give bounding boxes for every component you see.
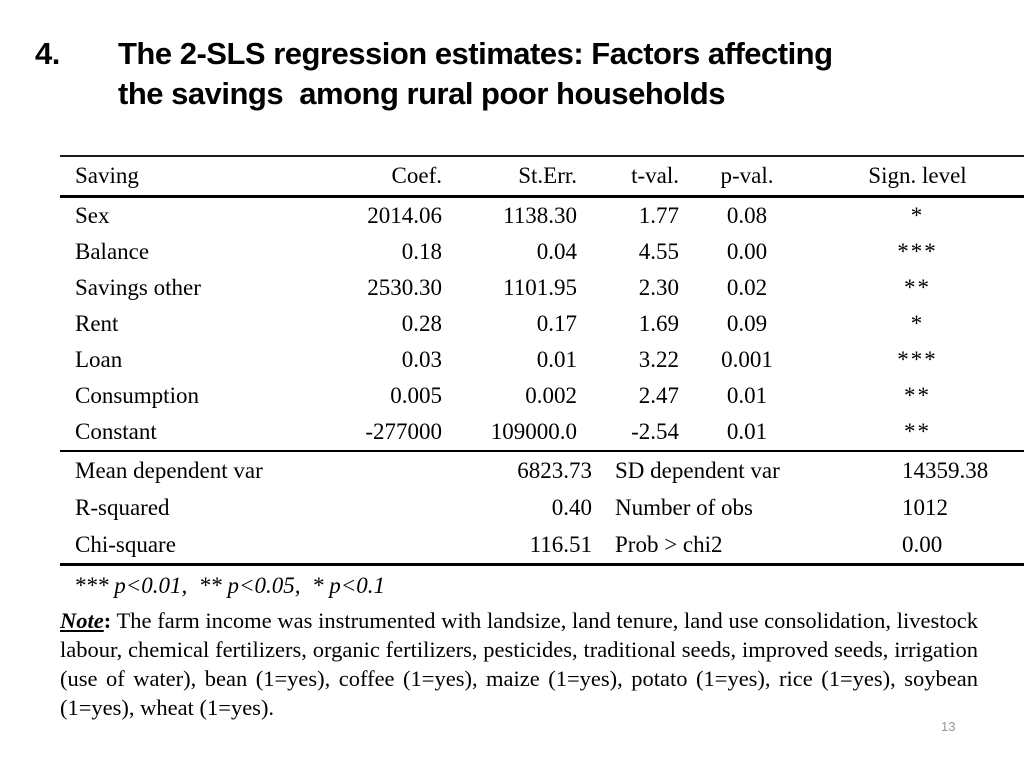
summary-row: Chi-square 116.51 Prob > chi2 0.00	[60, 526, 1024, 565]
table-cell: 0.005	[390, 383, 442, 408]
summary-row: Mean dependent var 6823.73 SD dependent …	[60, 451, 1024, 489]
table-cell: 1.77	[638, 203, 679, 228]
table-cell: Balance	[75, 239, 150, 264]
summary-label: Number of obs	[615, 494, 753, 520]
table-header-row: Saving Coef. St.Err. t-val. p-val. Sign.…	[60, 156, 1024, 197]
table-cell: 0.01	[536, 347, 577, 372]
table-cell: 4.55	[638, 239, 679, 264]
table-cell: 1138.30	[503, 203, 577, 228]
table-cell: 2.30	[638, 275, 679, 300]
table-cell: **	[904, 275, 931, 300]
table-cell: 0.09	[726, 311, 768, 336]
regression-table: Saving Coef. St.Err. t-val. p-val. Sign.…	[60, 155, 1024, 450]
table-cell: Loan	[75, 347, 123, 372]
summary-value: 0.00	[902, 531, 943, 557]
summary-row: R-squared 0.40 Number of obs 1012	[60, 489, 1024, 526]
table-cell: *	[910, 311, 925, 336]
table-cell: 0.002	[525, 383, 577, 408]
table-cell: 0.28	[401, 311, 442, 336]
note-text: The farm income was instrumented with la…	[60, 608, 978, 720]
summary-table: Mean dependent var 6823.73 SD dependent …	[60, 450, 1024, 566]
table-cell: 0.18	[401, 239, 442, 264]
table-cell: 2014.06	[367, 203, 442, 228]
title-number: 4.	[35, 36, 60, 71]
title-line-1: The 2-SLS regression estimates: Factors …	[118, 36, 833, 71]
column-header-tval: t-val.	[631, 163, 679, 188]
table-row: Sex 2014.06 1138.30 1.77 0.08 *	[60, 197, 1024, 235]
table-cell: 0.001	[721, 347, 773, 372]
table-cell: Savings other	[75, 275, 201, 300]
table-cell: 0.00	[726, 239, 768, 264]
table-cell: Sex	[75, 203, 110, 228]
table-row: Savings other 2530.30 1101.95 2.30 0.02 …	[60, 270, 1024, 306]
table-row: Loan 0.03 0.01 3.22 0.001 ***	[60, 342, 1024, 378]
table-cell: 0.02	[726, 275, 768, 300]
summary-label: Mean dependent var	[75, 457, 263, 483]
summary-label: Chi-square	[75, 531, 176, 557]
table-cell: Rent	[75, 311, 119, 336]
column-header-pval: p-val.	[720, 163, 774, 188]
summary-value: 116.51	[529, 531, 592, 557]
summary-label: SD dependent var	[615, 457, 780, 483]
summary-value: 1012	[902, 494, 948, 520]
table-cell: 0.17	[536, 311, 577, 336]
table-cell: 0.01	[726, 419, 768, 444]
summary-value: 14359.38	[902, 457, 989, 483]
table-cell: ***	[897, 239, 938, 264]
table-row: Consumption 0.005 0.002 2.47 0.01 **	[60, 378, 1024, 414]
table-row: Balance 0.18 0.04 4.55 0.00 ***	[60, 234, 1024, 270]
page-number: 13	[941, 719, 956, 734]
note-colon: :	[103, 608, 112, 633]
summary-value: 6823.73	[517, 457, 592, 483]
table-cell: **	[904, 419, 931, 444]
table-cell: ***	[897, 347, 938, 372]
significance-note: *** p<0.01, ** p<0.05, * p<0.1	[74, 573, 386, 598]
title-text: The 2-SLS regression estimates: Factors …	[118, 34, 998, 114]
table-row: Rent 0.28 0.17 1.69 0.09 *	[60, 306, 1024, 342]
table-cell: 0.08	[726, 203, 768, 228]
column-header-coef: Coef.	[391, 163, 442, 188]
table-cell: 0.01	[726, 383, 768, 408]
table-cell: 0.03	[401, 347, 442, 372]
note-label: Note	[60, 608, 104, 633]
title-line-2: the savings among rural poor households	[118, 76, 725, 111]
table-cell: -277000	[365, 419, 442, 444]
table-cell: -2.54	[631, 419, 679, 444]
table-cell: 109000.0	[490, 419, 577, 444]
table-cell: Consumption	[75, 383, 199, 408]
summary-label: Prob > chi2	[615, 531, 723, 557]
summary-label: R-squared	[75, 494, 170, 520]
regression-table-area: Saving Coef. St.Err. t-val. p-val. Sign.…	[60, 155, 1024, 722]
summary-value: 0.40	[551, 494, 592, 520]
table-cell: 2.47	[638, 383, 679, 408]
slide-title: 4. The 2-SLS regression estimates: Facto…	[35, 34, 998, 114]
table-cell: 2530.30	[367, 275, 442, 300]
table-cell: 3.22	[638, 347, 679, 372]
table-cell: 1.69	[638, 311, 679, 336]
table-cell: Constant	[75, 419, 157, 444]
column-header-sterr: St.Err.	[518, 163, 577, 188]
table-cell: 1101.95	[503, 275, 577, 300]
table-row: Constant -277000 109000.0 -2.54 0.01 **	[60, 414, 1024, 450]
table-cell: 0.04	[536, 239, 577, 264]
column-header-signlevel: Sign. level	[868, 163, 967, 188]
column-header-saving: Saving	[75, 163, 139, 188]
note-paragraph: Note: The farm income was instrumented w…	[60, 606, 978, 722]
table-cell: **	[904, 383, 931, 408]
table-cell: *	[910, 203, 925, 228]
